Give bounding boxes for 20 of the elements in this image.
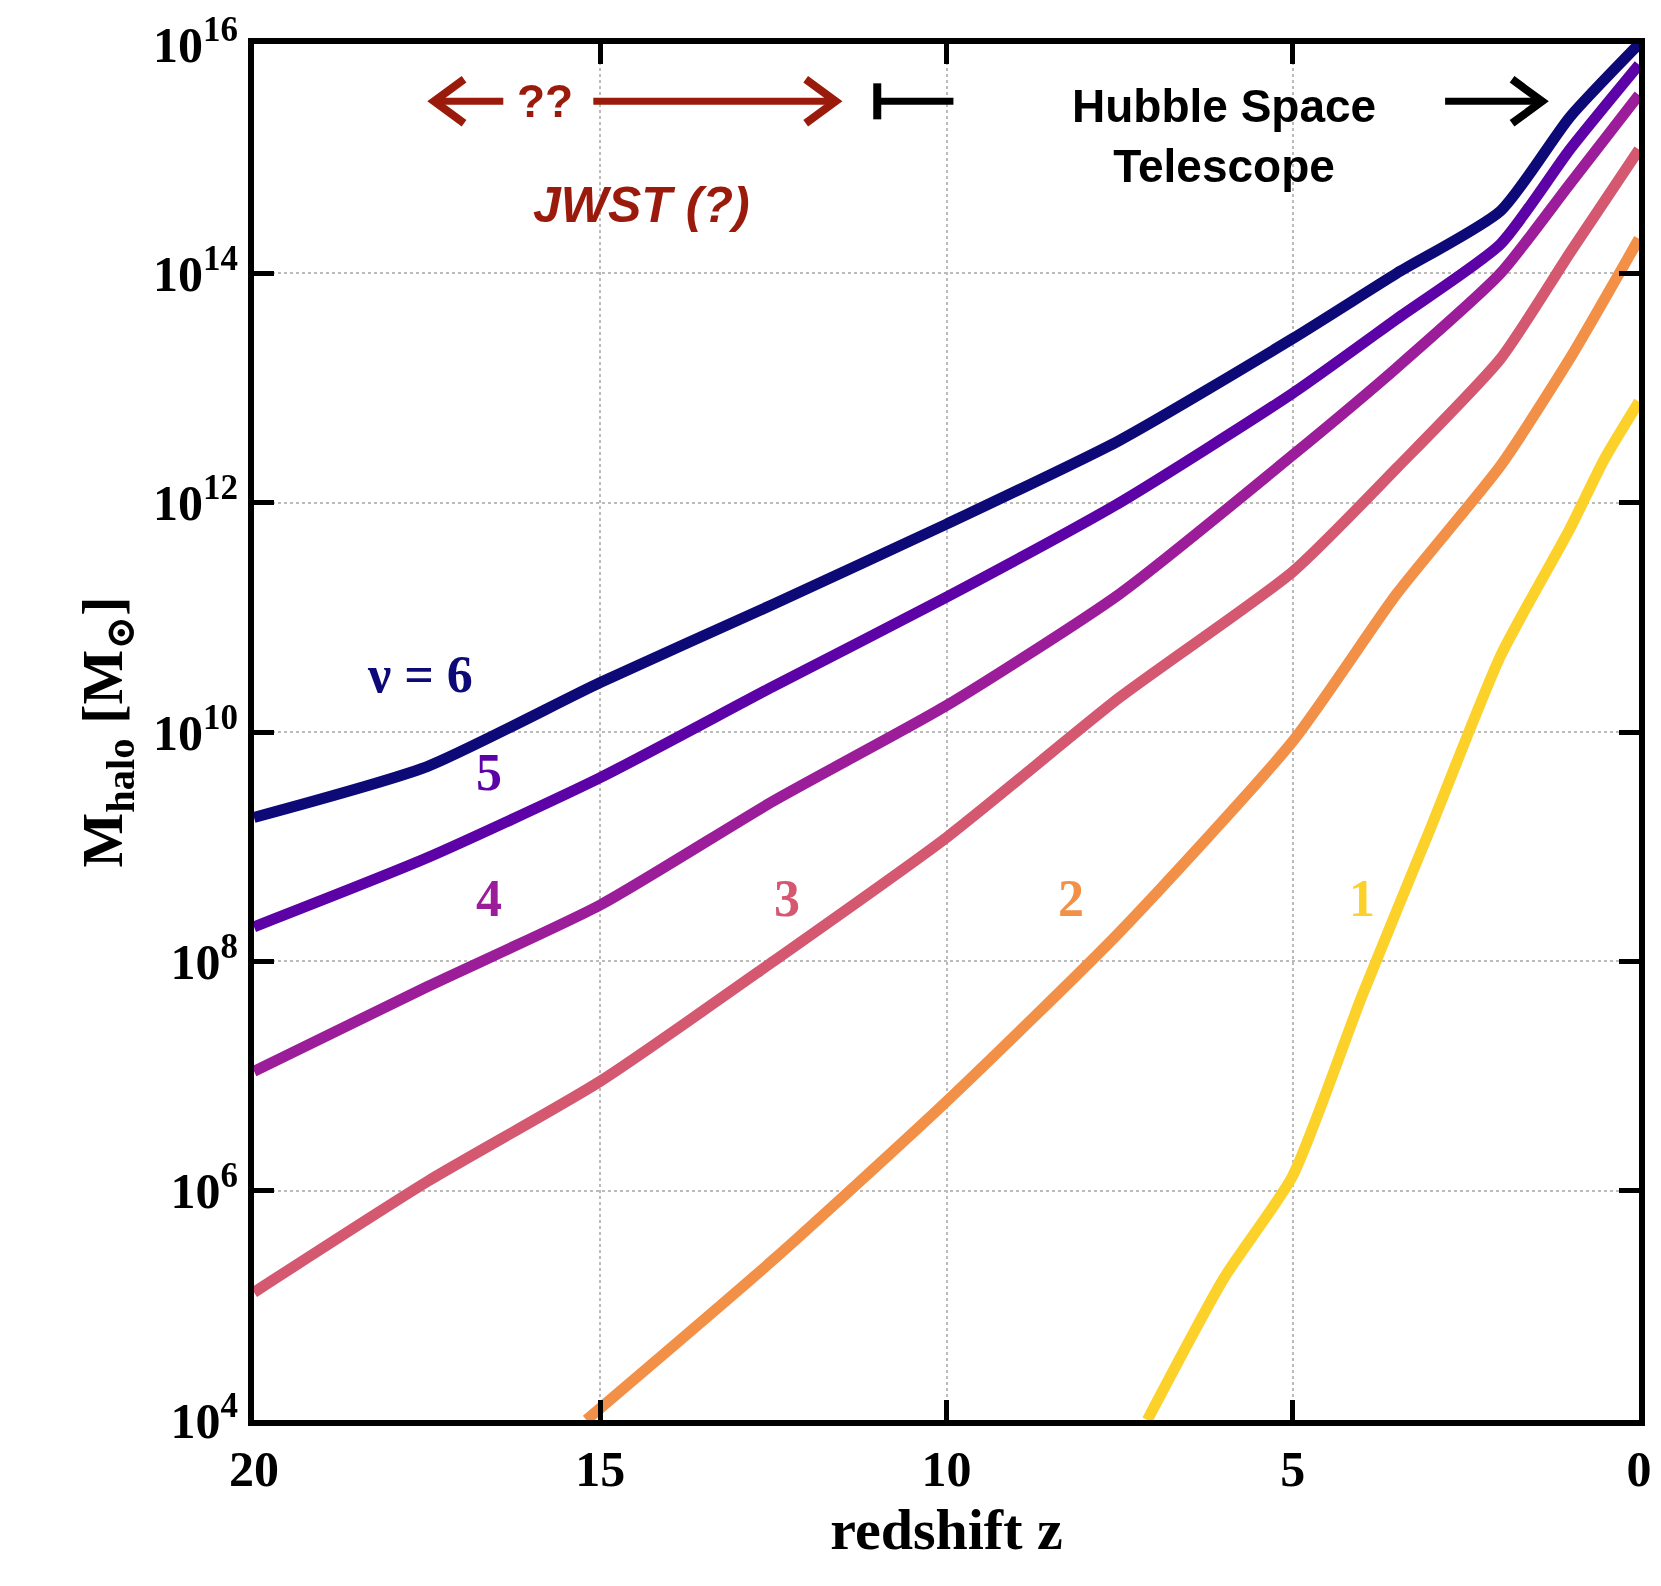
series-label: ν = 6 [367,646,473,703]
series-label: 2 [1058,870,1084,927]
x-axis-title: redshift z [830,1497,1063,1562]
x-tick-label: 15 [575,1441,626,1497]
series-label: 4 [476,870,502,927]
series-label: 1 [1349,870,1375,927]
x-tick-label: 5 [1280,1441,1306,1497]
y-tick-label: 10$^{8}$ [170,926,238,990]
y-tick-label: 10$^{6}$ [170,1156,238,1220]
annotation: Hubble Space Telescope [1072,80,1377,192]
annotation: ?? [517,75,574,127]
y-tick-label: 10$^{14}$ [153,238,238,302]
y-tick-label: 10$^{16}$ [153,9,238,73]
series-label: 5 [476,744,502,801]
y-tick-label: 10$^{12}$ [153,468,238,532]
x-tick-label: 0 [1626,1441,1652,1497]
series-label: 3 [774,870,800,927]
annotation: JWST (?) [533,177,750,233]
y-tick-label: 10$^{10}$ [153,697,238,761]
x-tick-label: 10 [921,1441,972,1497]
